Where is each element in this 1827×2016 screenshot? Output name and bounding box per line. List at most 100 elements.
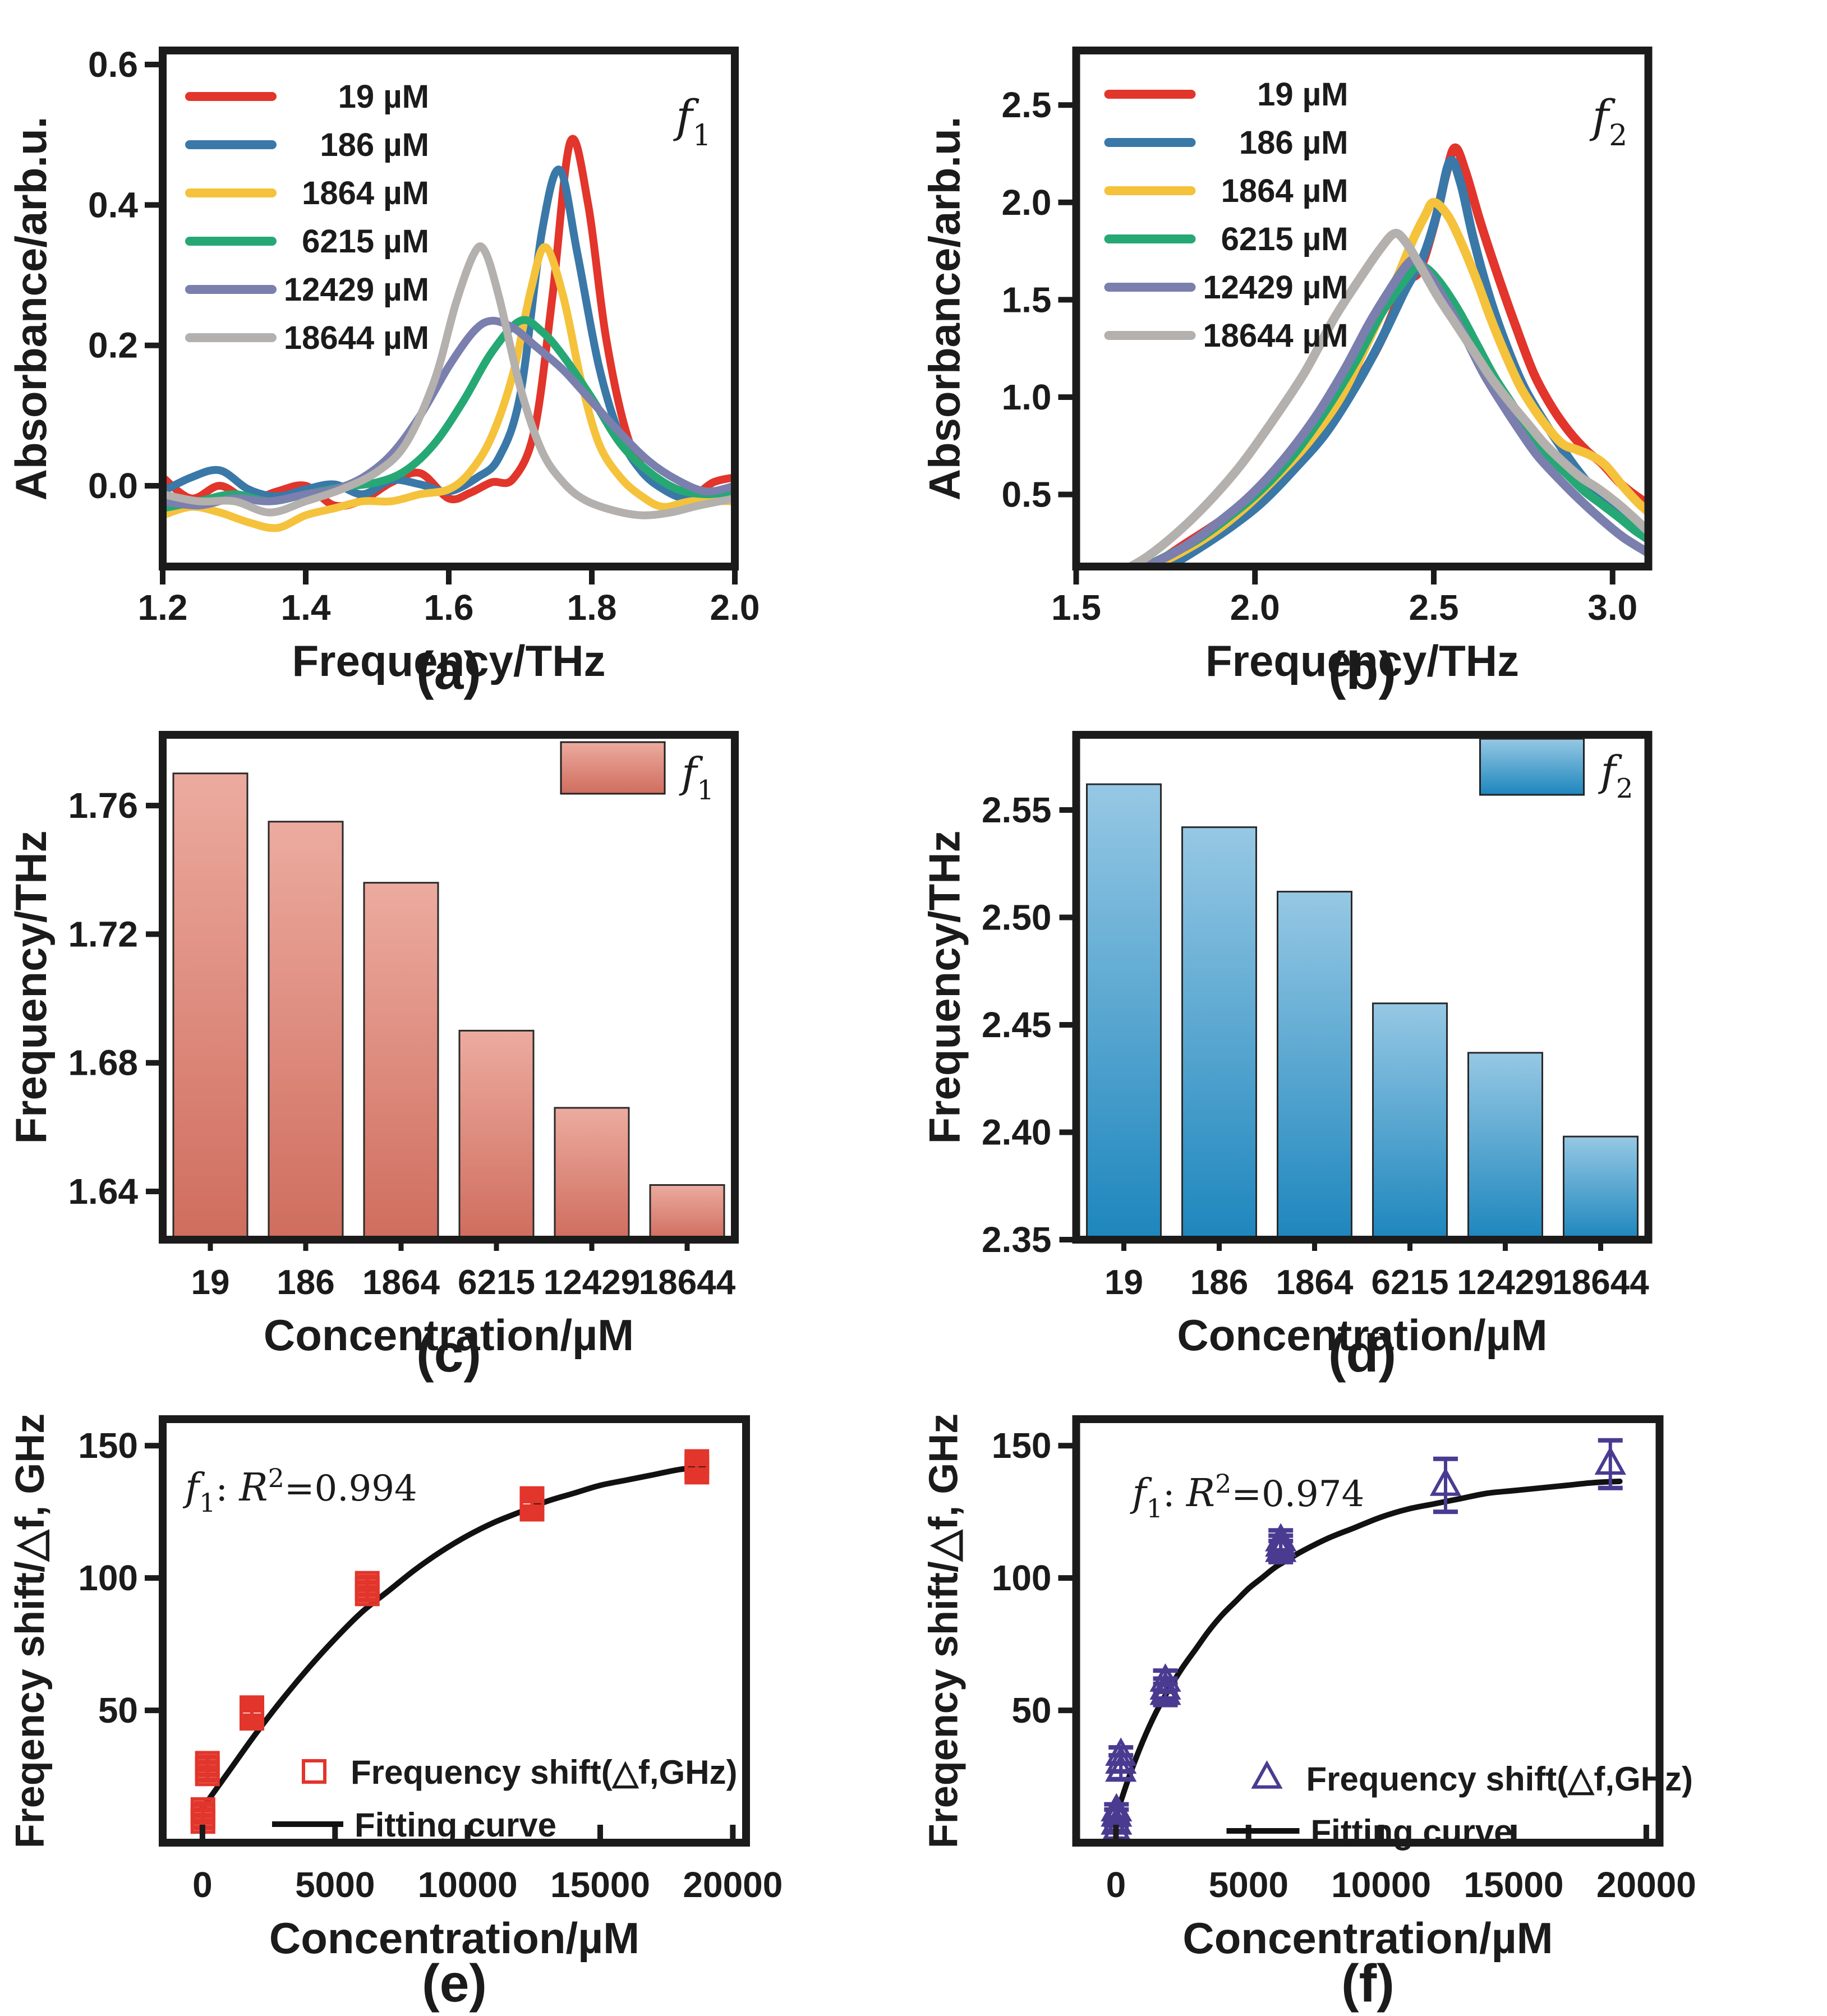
y-axis-title: Freqency shift/△f, GHz [8, 1414, 53, 1848]
legend-label: 6215 µM [1221, 221, 1349, 257]
corner-frequency-label: f2 [1590, 90, 1628, 153]
legend-label: 6215 µM [302, 223, 429, 260]
panel-f-chart: 0 5000 10000 15000 20000 50 100 150 Concentratio… [922, 1414, 1696, 2013]
plot-frame [159, 1415, 750, 1847]
plot-frame [1072, 731, 1653, 1244]
panel-letter: (b) [1328, 641, 1396, 701]
panel-letter: (f) [1341, 1954, 1395, 2013]
panel-c: 19 186 1864 6215 12429 18644 1.64 1.68 1.72 1.76 C… [0, 704, 913, 1386]
panel-e-chart: 0 5000 10000 15000 20000 50 100 150 Concentratio… [8, 1414, 783, 2013]
x-tick-label: 12429 [1457, 1263, 1553, 1302]
bar-12429 [1467, 1052, 1543, 1241]
legend-label: 186 µM [1239, 125, 1349, 161]
square-marker [190, 1797, 215, 1822]
x-tick-label: 0 [192, 1865, 213, 1905]
x-tick-label: 19 [191, 1263, 230, 1302]
legend: f2 [1479, 738, 1633, 804]
y-tick-label: 2.50 [982, 897, 1052, 938]
x-tick-label: 10000 [418, 1865, 518, 1905]
legend: f1 [560, 741, 714, 806]
legend-label: 19 µM [1257, 76, 1348, 113]
y-tick-label: 2.5 [1002, 85, 1052, 125]
panel-letter: (d) [1328, 1324, 1396, 1383]
triangle-marker [1101, 1793, 1133, 1822]
y-axis-title: Absorbance/arb.u. [6, 117, 56, 501]
panel-letter: (c) [416, 1324, 481, 1383]
panel-f: 0 5000 10000 15000 20000 50 100 150 Concentratio… [913, 1386, 1827, 2016]
y-tick-label: 2.45 [982, 1005, 1052, 1045]
triangle-marker [1149, 1671, 1181, 1700]
panel-b: 1.5 2.0 2.5 3.0 0.5 1.0 1.5 2.0 2.5 Frequency/THz… [913, 0, 1827, 704]
triangle-marker [1105, 1737, 1137, 1766]
plot-frame [1072, 1415, 1664, 1847]
triangle-marker [1429, 1467, 1462, 1496]
error-bar [198, 1754, 217, 1773]
y-tick-label: 100 [78, 1558, 138, 1598]
x-tick-label: 2.0 [1230, 587, 1280, 628]
legend-label: Fitting curve [355, 1806, 556, 1844]
x-axis-title: Concentration/µM [269, 1913, 639, 1963]
y-tick-label: 100 [992, 1558, 1052, 1598]
legend-frequency-label: f2 [1598, 747, 1633, 804]
y-tick-label: 1.0 [1002, 377, 1052, 417]
bar-186 [268, 821, 344, 1241]
x-axis-title: Frequency/THz [292, 636, 605, 685]
x-tick-label: 1.8 [567, 587, 617, 628]
y-axis-title: Freqency shift/△f, GHz [922, 1414, 967, 1848]
panel-a-chart: 1.2 1.4 1.6 1.8 2.0 0.0 0.2 0.4 0.6 Frequency/THz… [6, 44, 760, 701]
bar-1864 [363, 882, 439, 1241]
fitting-curve [199, 1463, 710, 1811]
r-squared-annotation: f1: R2=0.994 [182, 1463, 417, 1518]
triangle-marker [1265, 1528, 1297, 1557]
x-tick-label: 18644 [639, 1263, 736, 1302]
x-tick-label: 12429 [544, 1263, 640, 1302]
square-marker [519, 1486, 545, 1511]
triangle-marker [1265, 1523, 1297, 1552]
x-axis-title: Concentration/µM [1182, 1913, 1553, 1963]
x-tick-label: 15000 [550, 1865, 650, 1905]
y-tick-label: 1.68 [68, 1043, 138, 1083]
y-tick-label: 2.40 [982, 1112, 1052, 1153]
y-tick-label: 2.55 [982, 790, 1052, 830]
triangle-marker [1105, 1745, 1137, 1774]
legend-marker [302, 1759, 326, 1784]
y-axis-title: Absorbance/arb.u. [920, 117, 969, 501]
x-tick-label: 186 [277, 1263, 334, 1302]
x-tick-label: 6215 [458, 1263, 535, 1302]
error-bar [688, 1451, 706, 1472]
x-tick-label: 5000 [1209, 1865, 1288, 1905]
legend-label: 1864 µM [1221, 173, 1349, 209]
triangle-marker [1105, 1753, 1137, 1782]
x-tick-label: 19 [1105, 1263, 1143, 1302]
y-axis-title: Frequency/THz [6, 830, 56, 1144]
legend-swatch [1479, 738, 1585, 796]
x-tick-label: 1.4 [281, 587, 331, 628]
y-tick-label: 50 [98, 1690, 138, 1730]
square-marker [240, 1695, 265, 1720]
spectrum-curve-18644µM [1121, 228, 1649, 567]
x-axis-title: Frequency/THz [1205, 636, 1519, 685]
spectrum-curve-186µM [1165, 156, 1649, 567]
y-tick-label: 1.72 [68, 914, 138, 954]
y-tick-label: 2.0 [1002, 182, 1052, 223]
series-group [1121, 143, 1649, 567]
y-tick-label: 0.5 [1002, 475, 1052, 515]
legend: Frequency shift(△f,GHz) Fitting curve [1226, 1760, 1693, 1851]
x-tick-label: 2.5 [1409, 587, 1459, 628]
legend-label: 19 µM [338, 79, 429, 115]
x-tick-label: 18644 [1552, 1263, 1649, 1302]
spectrum-curve-19µM [1150, 143, 1649, 567]
panel-d: 19 186 1864 6215 12429 18644 2.35 2.40 2.45 2.50 2… [913, 704, 1827, 1386]
legend-label: 18644 µM [284, 320, 429, 356]
error-bar [1104, 1802, 1129, 1820]
x-axis-title: Concentration/µM [1177, 1310, 1547, 1360]
triangle-marker [1594, 1446, 1626, 1475]
triangle-marker [1149, 1663, 1181, 1692]
plot-frame [159, 731, 739, 1244]
panel-letter: (a) [416, 641, 481, 701]
bar-6215 [458, 1029, 535, 1241]
panel-e: 0 5000 10000 15000 20000 50 100 150 Concentratio… [0, 1386, 913, 2016]
x-tick-label: 1.6 [424, 587, 474, 628]
